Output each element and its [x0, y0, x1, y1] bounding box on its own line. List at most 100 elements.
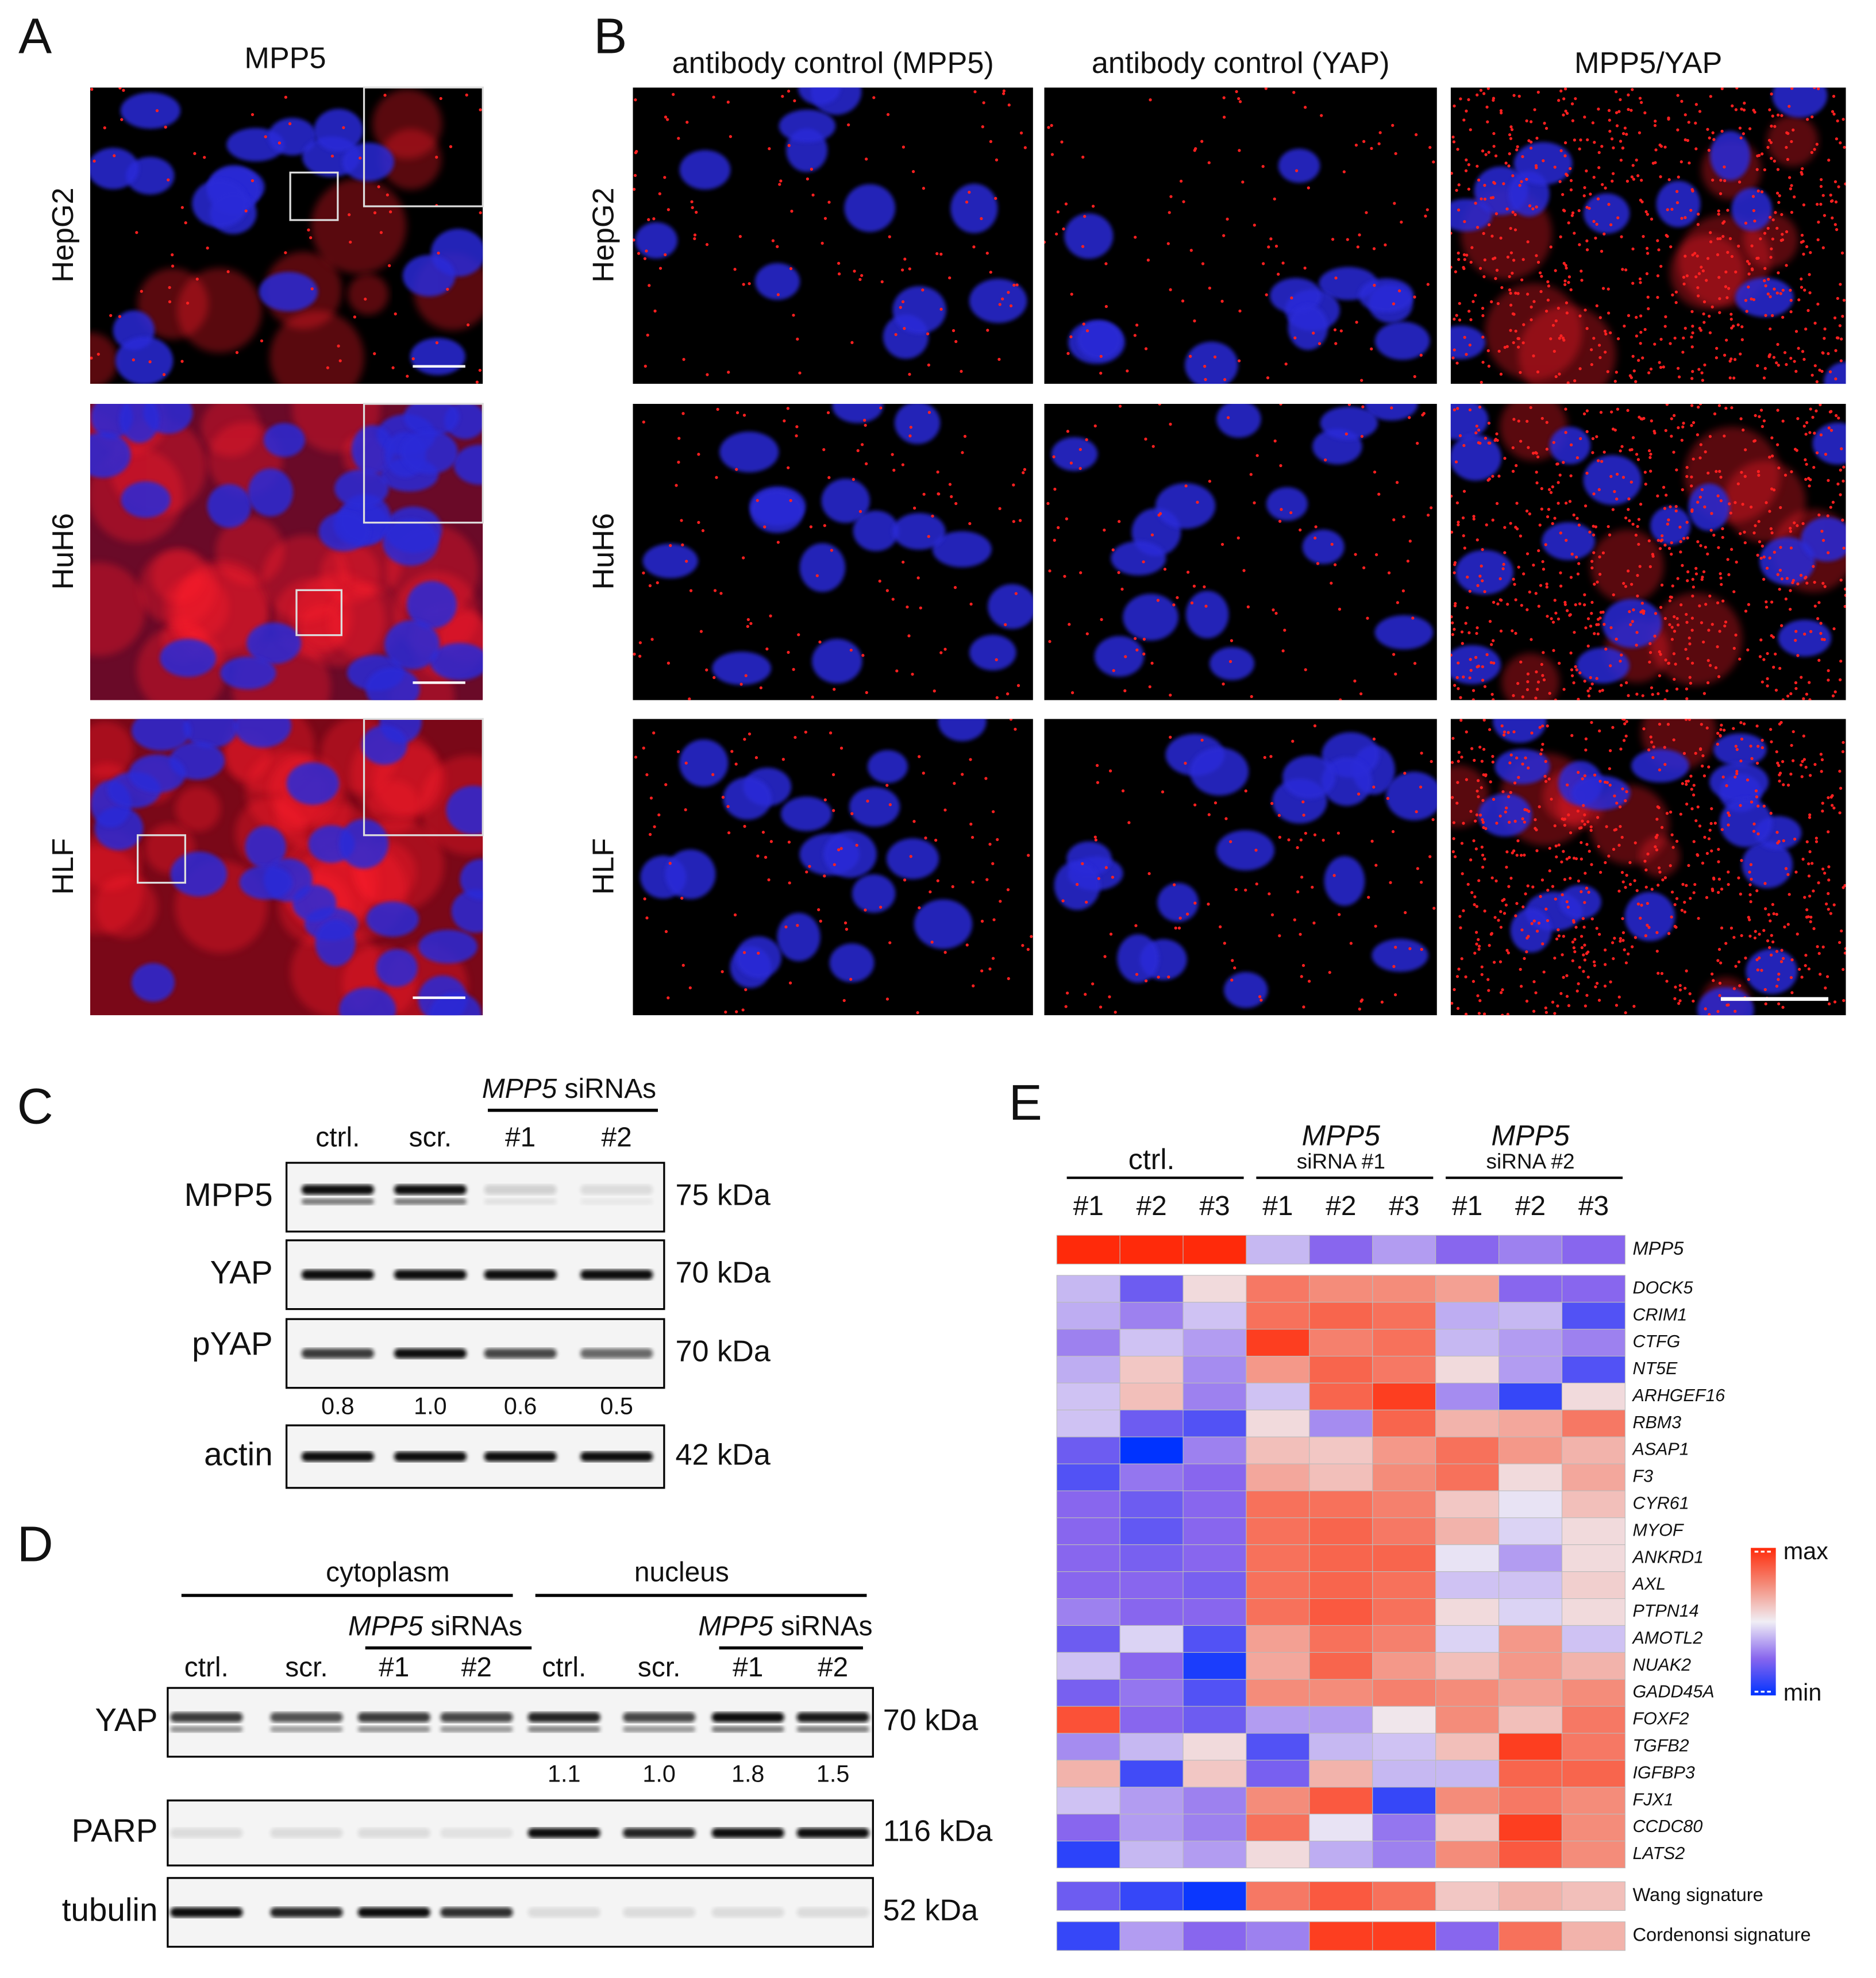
red-dot	[1831, 216, 1834, 220]
red-dot	[1804, 458, 1807, 461]
red-dot	[1553, 349, 1556, 353]
heatmap-cell	[1372, 1571, 1436, 1599]
red-dot	[972, 984, 975, 988]
red-dot	[1521, 695, 1524, 699]
red-dot	[1812, 465, 1816, 469]
red-dot	[1416, 867, 1419, 870]
red-dot	[1609, 749, 1612, 753]
red-dot	[1779, 960, 1783, 963]
red-dot	[1267, 245, 1270, 249]
red-dot	[1241, 180, 1245, 184]
red-dot	[909, 426, 912, 429]
red-dot	[1557, 928, 1560, 931]
red-dot	[1777, 201, 1781, 204]
red-dot	[1645, 246, 1649, 250]
red-dot	[985, 878, 989, 881]
red-dot	[1793, 448, 1797, 451]
red-dot	[1790, 958, 1794, 962]
red-dot	[1569, 179, 1573, 182]
red-dot	[1554, 375, 1558, 379]
red-dot	[1616, 216, 1620, 219]
red-dot	[891, 597, 895, 601]
red-dot	[1541, 560, 1544, 564]
red-dot	[1821, 352, 1825, 355]
red-dot	[1775, 191, 1779, 195]
red-dot	[950, 495, 953, 499]
red-dot	[1009, 304, 1013, 307]
red-dot	[1690, 661, 1694, 665]
red-dot	[1591, 451, 1594, 454]
red-dot	[1705, 279, 1708, 282]
red-dot	[1843, 145, 1846, 149]
red-dot	[1091, 205, 1095, 208]
red-dot	[1559, 149, 1563, 152]
heatmap-cell	[1182, 1598, 1247, 1626]
red-dot	[1662, 485, 1666, 489]
red-dot	[787, 650, 790, 654]
red-dot	[1358, 233, 1361, 237]
red-dot	[1464, 169, 1468, 172]
red-dot	[1482, 719, 1486, 722]
heatmap-cell	[1372, 1302, 1436, 1330]
red-dot	[1740, 737, 1744, 741]
red-dot	[1592, 525, 1595, 528]
red-dot	[1462, 489, 1466, 493]
red-dot	[1484, 773, 1488, 777]
nucleus	[1365, 403, 1418, 421]
red-dot	[1659, 606, 1663, 609]
red-dot	[1512, 849, 1516, 853]
red-dot	[1451, 796, 1454, 799]
red-dot	[1797, 298, 1801, 302]
red-dot	[1476, 994, 1480, 997]
red-dot	[1578, 826, 1581, 830]
red-dot	[691, 206, 694, 210]
red-dot	[1064, 202, 1068, 206]
heatmap-cell	[1499, 1787, 1563, 1815]
nucleus	[1824, 361, 1846, 384]
red-dot	[1253, 223, 1256, 227]
red-dot	[1783, 351, 1787, 354]
red-dot	[1769, 327, 1772, 331]
red-dot	[1600, 145, 1604, 148]
red-dot	[1465, 778, 1469, 781]
red-dot	[1296, 846, 1299, 849]
red-dot	[948, 276, 952, 280]
red-dot	[742, 283, 745, 286]
red-dot	[1590, 612, 1593, 615]
nucleus	[366, 901, 419, 937]
red-dot	[135, 231, 138, 234]
red-dot	[1660, 583, 1664, 587]
red-dot	[1634, 533, 1638, 537]
red-dot	[1117, 571, 1120, 574]
red-dot	[1698, 824, 1702, 828]
red-dot	[1226, 217, 1229, 221]
red-dot	[1238, 100, 1242, 103]
red-dot	[763, 525, 766, 529]
red-dot	[1012, 483, 1015, 487]
red-dot	[109, 314, 113, 317]
red-dot	[1738, 126, 1742, 130]
red-dot	[1673, 615, 1676, 619]
red-dot	[1314, 525, 1318, 529]
red-dot	[1522, 572, 1526, 576]
nucleus	[1224, 971, 1268, 1008]
red-dot	[1770, 953, 1773, 957]
red-dot	[1724, 270, 1728, 273]
red-dot	[1639, 314, 1643, 318]
red-dot	[1807, 862, 1810, 866]
red-dot	[1763, 232, 1767, 235]
red-dot	[1419, 353, 1423, 357]
red-dot	[1657, 692, 1660, 696]
red-dot	[1688, 161, 1691, 165]
red-dot	[251, 113, 255, 117]
red-dot	[1610, 137, 1614, 141]
red-dot	[1551, 323, 1555, 327]
red-dot	[1631, 282, 1635, 285]
red-dot	[1727, 882, 1730, 886]
red-dot	[1607, 109, 1611, 112]
red-dot	[1562, 688, 1566, 691]
red-dot	[1566, 905, 1570, 909]
red-dot	[1694, 103, 1698, 106]
red-dot	[1631, 522, 1635, 526]
red-dot	[1711, 889, 1715, 892]
